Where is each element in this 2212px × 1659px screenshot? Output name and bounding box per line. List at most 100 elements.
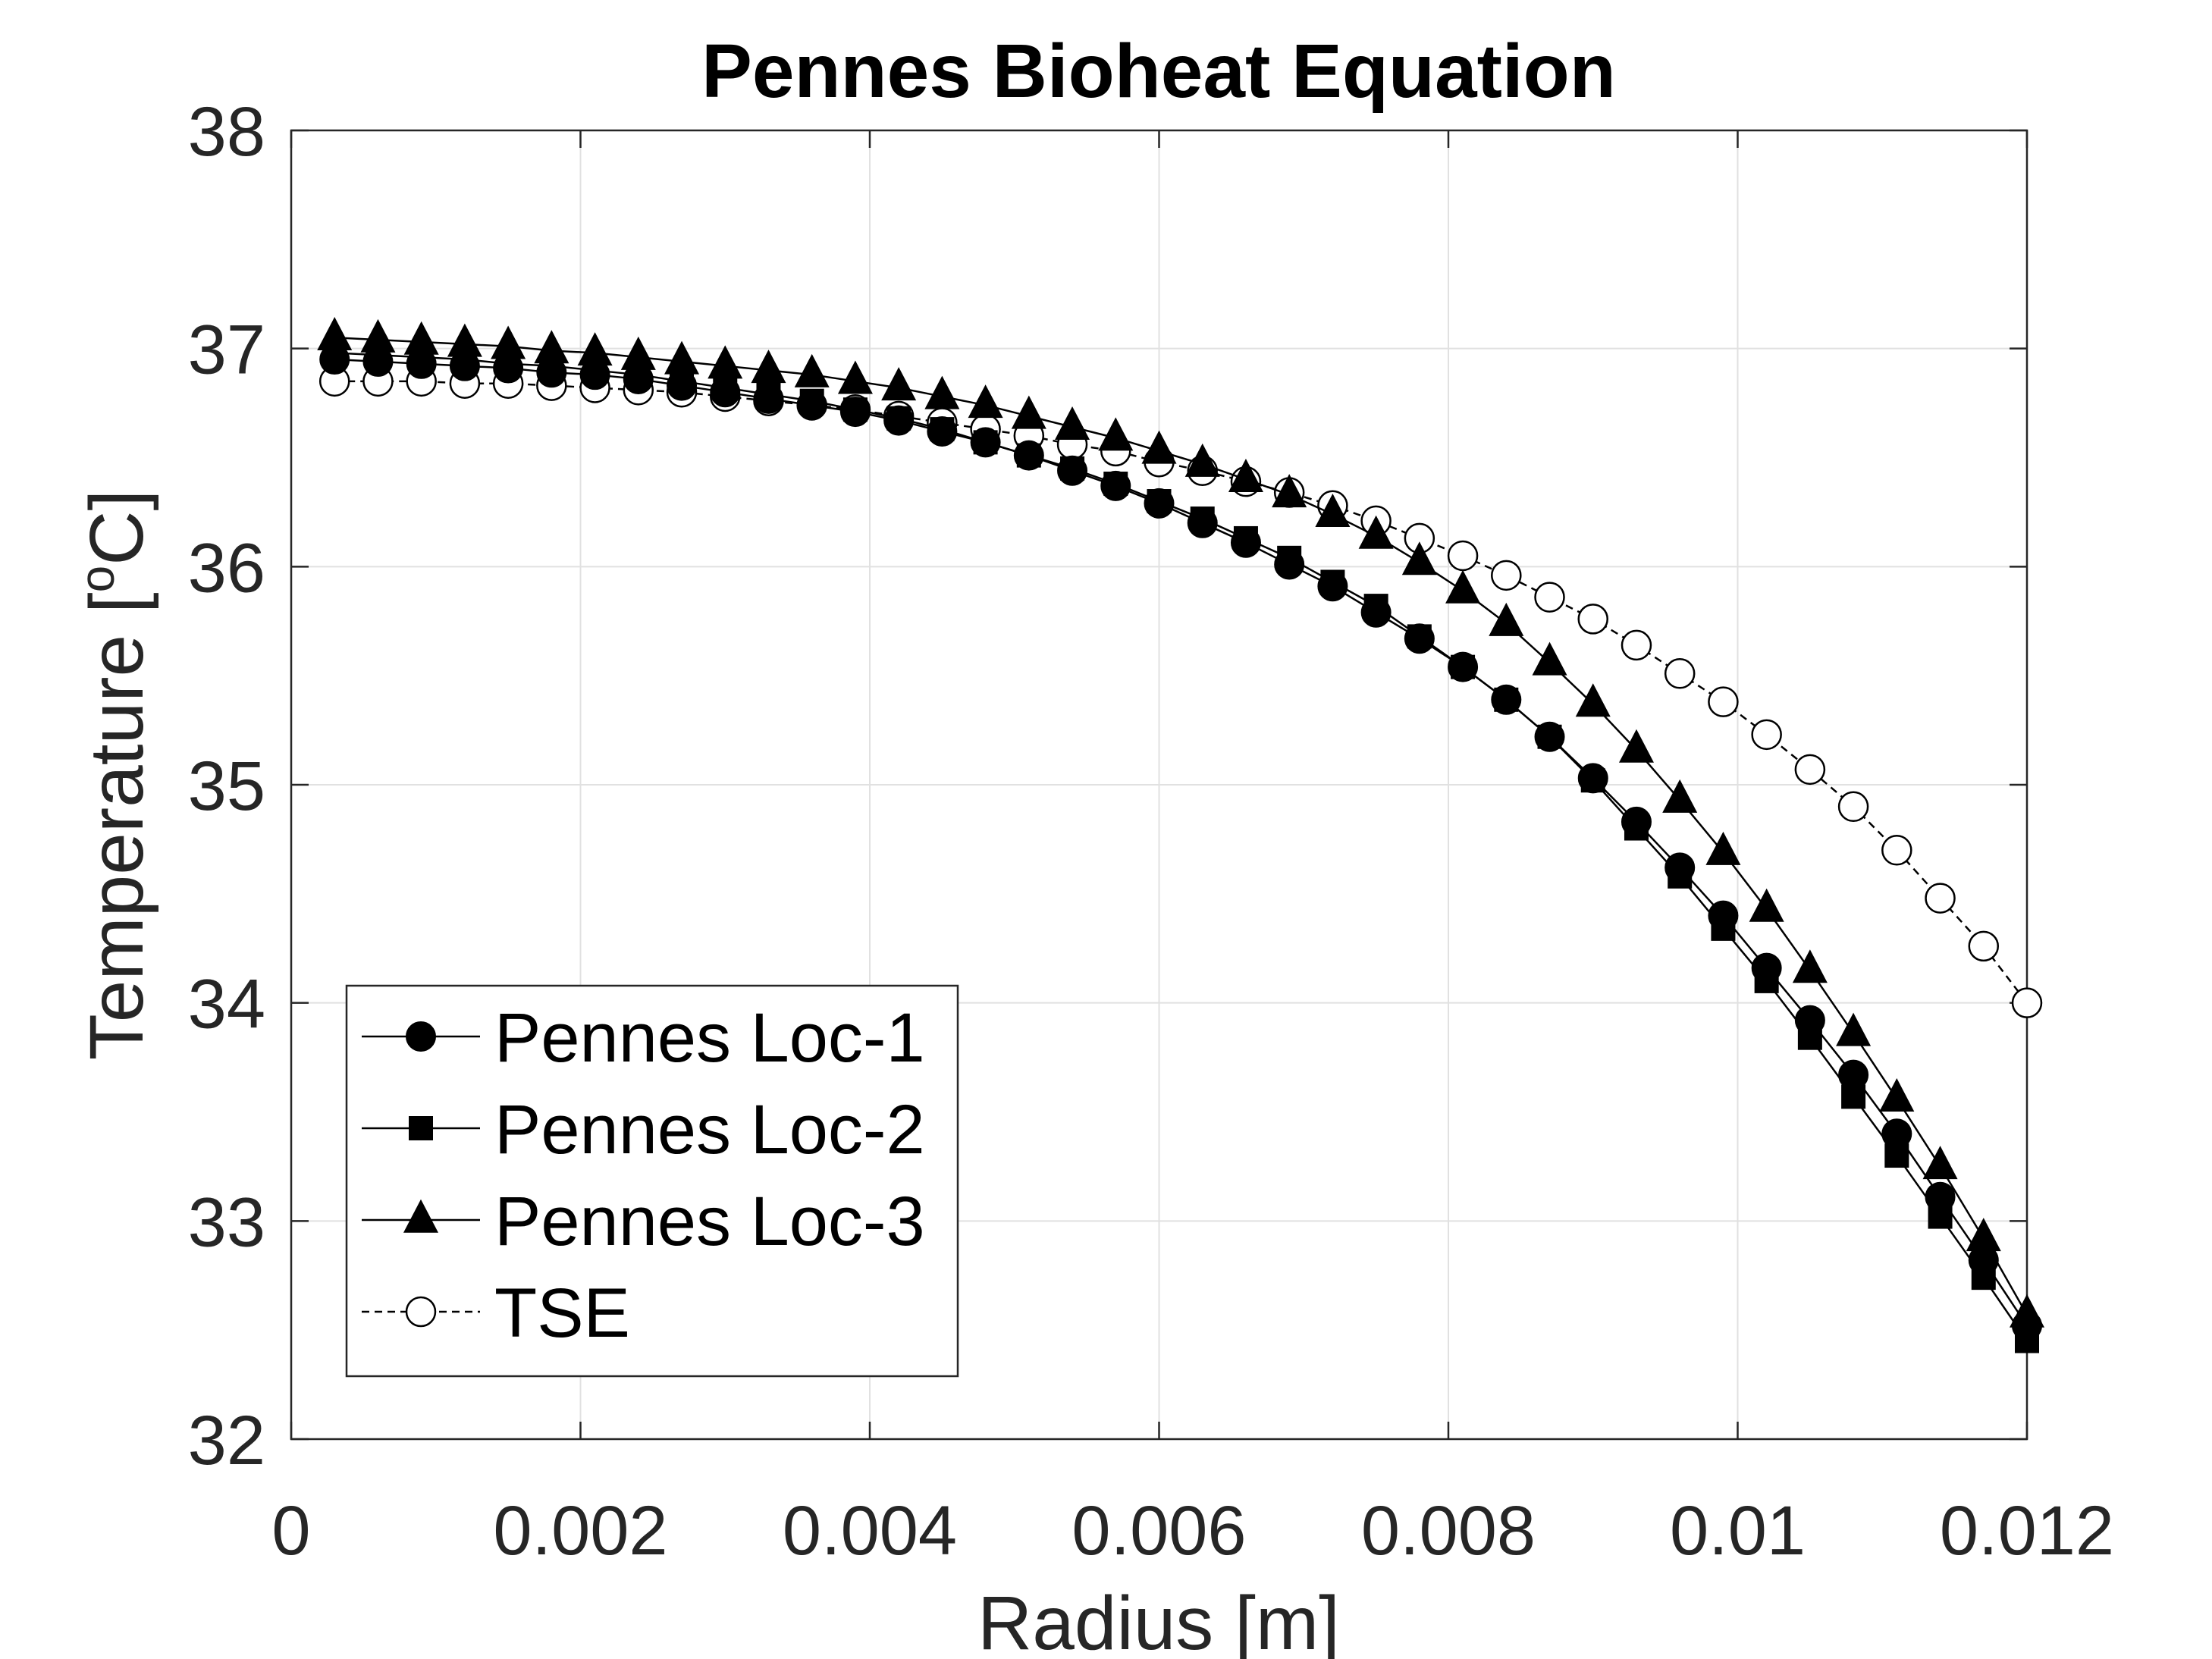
legend-entry: TSE [362, 1275, 630, 1352]
data-point [1664, 852, 1696, 883]
data-point [1011, 395, 1046, 429]
x-tick-label: 0.004 [783, 1492, 957, 1570]
data-point [837, 360, 873, 394]
legend-marker [405, 1296, 437, 1328]
y-axis-label: Temperature [oC] [70, 490, 159, 1061]
data-point [577, 332, 613, 366]
data-point [1184, 443, 1220, 477]
y-axis-label-main: Temperature [ [74, 592, 159, 1060]
data-point [1534, 582, 1565, 613]
series-layer [317, 317, 2044, 1353]
data-point [447, 323, 482, 357]
data-point [1621, 806, 1652, 837]
data-point [1100, 470, 1131, 501]
data-point [881, 367, 917, 401]
data-point [1055, 406, 1090, 440]
data-point [1274, 549, 1305, 580]
data-point [1401, 541, 1437, 575]
x-axis-label: Radius [m] [977, 1581, 1340, 1659]
data-point [360, 318, 396, 353]
legend-label: Pennes Loc-2 [494, 1091, 925, 1168]
data-point [1836, 1012, 1872, 1046]
data-point [968, 384, 1003, 419]
data-point [1315, 494, 1351, 528]
data-point [1879, 1077, 1915, 1112]
series-line [334, 380, 2028, 1004]
data-point [317, 317, 353, 351]
data-point [1447, 540, 1479, 572]
data-point [1360, 597, 1392, 628]
data-point [1057, 455, 1088, 486]
data-point [1705, 831, 1741, 865]
data-point [1618, 729, 1654, 763]
data-point [1881, 835, 1912, 866]
legend-marker [409, 1116, 433, 1140]
x-tick-label: 0.012 [1940, 1492, 2114, 1570]
data-point [796, 390, 827, 421]
data-point [1925, 883, 1956, 914]
data-point [970, 427, 1001, 458]
data-point [753, 383, 784, 414]
data-point [1317, 571, 1348, 602]
y-tick-label: 35 [188, 748, 265, 825]
data-point [1881, 1118, 1912, 1149]
y-tick-label: 32 [188, 1402, 265, 1479]
data-point [491, 325, 526, 359]
legend-label: Pennes Loc-3 [494, 1183, 925, 1260]
data-point [1534, 721, 1565, 752]
data-point [1491, 560, 1522, 591]
data-point [1708, 900, 1739, 931]
ticks [290, 129, 2028, 1441]
legend-label: TSE [494, 1275, 630, 1352]
data-point [2010, 1294, 2044, 1328]
legend-label: Pennes Loc-1 [494, 999, 925, 1077]
data-point [710, 377, 741, 408]
data-point [1491, 684, 1522, 715]
data-point [1838, 1059, 1869, 1090]
data-point [883, 405, 915, 436]
data-point [1230, 527, 1261, 558]
data-point [1448, 651, 1479, 682]
data-point [1925, 1181, 1956, 1212]
data-point [924, 375, 960, 409]
chart-title: Pennes Bioheat Equation [701, 29, 1616, 114]
y-tick-label: 38 [188, 93, 265, 171]
data-point [794, 353, 830, 387]
series-pennes-loc-1 [319, 344, 2042, 1341]
data-point [1575, 683, 1611, 717]
data-point [1837, 791, 1869, 823]
x-tick-label: 0 [271, 1492, 310, 1570]
data-point [620, 336, 656, 370]
y-tick-label: 36 [188, 529, 265, 607]
data-point [1358, 515, 1394, 549]
data-point [708, 345, 743, 379]
data-point [534, 330, 569, 364]
series-line [334, 358, 2028, 1327]
series-line [334, 337, 2028, 1316]
data-point [2011, 987, 2043, 1018]
data-point [1577, 604, 1608, 635]
legend-marker [403, 1199, 438, 1233]
data-point [1141, 430, 1177, 464]
legend-entry: Pennes Loc-2 [362, 1091, 925, 1168]
data-point [1272, 474, 1307, 508]
data-point [1794, 1005, 1825, 1036]
x-tick-label: 0.002 [493, 1492, 667, 1570]
legend-entry: Pennes Loc-3 [362, 1183, 925, 1260]
data-point [1968, 930, 2000, 962]
data-point [1621, 629, 1652, 661]
data-point [664, 340, 700, 375]
data-point [1794, 754, 1826, 786]
legend: Pennes Loc-1 Pennes Loc-2 Pennes Loc-3 TSE [345, 984, 959, 1378]
data-point [1489, 602, 1524, 636]
x-tick-label: 0.008 [1361, 1492, 1536, 1570]
series-line [334, 352, 2028, 1342]
legend-entry: Pennes Loc-1 [362, 999, 925, 1077]
y-tick-label: 34 [188, 966, 265, 1043]
x-tick-label: 0.01 [1670, 1492, 1806, 1570]
data-point [1228, 458, 1263, 492]
data-point [1751, 719, 1782, 751]
data-point [1662, 779, 1698, 813]
data-point [667, 370, 698, 401]
